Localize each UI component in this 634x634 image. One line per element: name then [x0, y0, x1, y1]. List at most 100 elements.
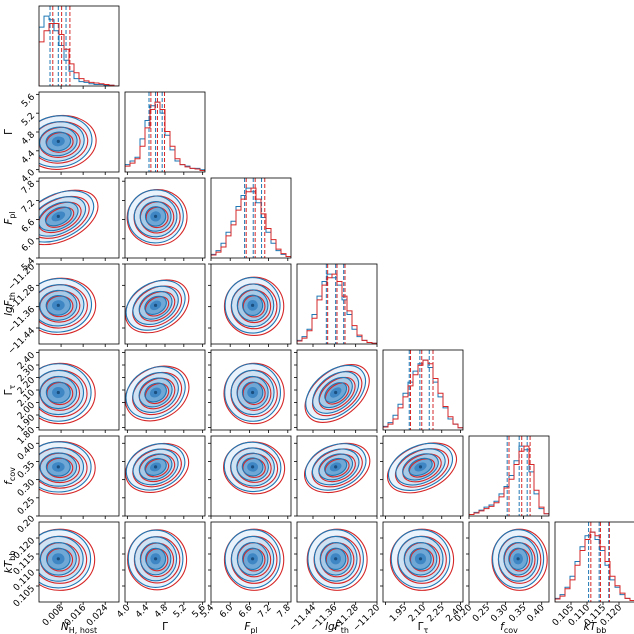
ytick-label-gam: 4.8 — [20, 130, 37, 147]
xtick-label-gt: 1.95 — [388, 603, 409, 624]
xlabel-lgf: lgFth — [325, 621, 349, 634]
contour-blue-kt-fc-2 — [503, 542, 533, 576]
contour-blue-lgf-gam-1 — [132, 285, 179, 326]
ytick-label-fc: 0.30 — [16, 477, 37, 498]
contour-blue-kt-fc-1 — [497, 535, 539, 582]
contour-blue-gam-nh-3 — [45, 131, 72, 152]
contour-blue-kt-lgf-0 — [307, 529, 364, 589]
contour-red-fpl-nh-1 — [39, 195, 90, 239]
frame-kt-fc — [468, 521, 550, 603]
xtick-label-fc: 0.35 — [507, 603, 528, 624]
peak-kt-fc — [516, 557, 520, 561]
panel-kt-vs-fc: 0.200.250.300.350.40 — [453, 521, 550, 624]
frame-fc-nh — [38, 435, 120, 517]
contour-blue-gt-nh-2 — [39, 375, 78, 410]
xtick-label-gam: 5.2 — [172, 603, 189, 620]
panel-fc-vs-fc — [468, 435, 550, 519]
panel-fc-vs-fpl — [208, 435, 292, 519]
ytick-label-fc: 0.20 — [16, 514, 37, 535]
hist-red-nh — [39, 22, 119, 86]
xtick-label-fpl: 7.8 — [276, 603, 293, 620]
contour-blue-fc-fpl-0 — [223, 441, 282, 493]
ytick-label-fpl: 7.2 — [20, 198, 37, 215]
peak-fc-lgf — [334, 465, 338, 469]
peak-fc-gam — [153, 465, 158, 469]
peak-kt-gt — [418, 557, 423, 561]
frame-lgf-nh — [38, 263, 120, 345]
frame-lgf-fpl — [210, 263, 292, 345]
contour-blue-lgf-gam-0 — [125, 279, 186, 331]
hist-red-fpl — [211, 187, 291, 258]
contour-blue-fc-nh-1 — [39, 447, 85, 487]
contour-blue-lgf-nh-0 — [39, 277, 93, 333]
xtick-label-gam: 4.4 — [134, 603, 151, 620]
contour-red-gt-lgf-2 — [318, 376, 356, 411]
contour-blue-kt-gt-3 — [409, 547, 432, 570]
ylabel-fc: fcov — [3, 467, 17, 485]
contour-blue-gt-fpl-3 — [241, 381, 264, 404]
frame-fc-fc — [468, 435, 550, 517]
contour-blue-fc-gt-3 — [408, 457, 433, 477]
panel-fpl-vs-gam — [122, 177, 206, 261]
ylabel-gt: Γτ — [3, 384, 17, 395]
xtick-label-fpl: 6.6 — [237, 603, 254, 620]
contour-blue-kt-lgf-2 — [319, 542, 352, 576]
contour-blue-kt-fpl-1 — [230, 535, 275, 582]
contour-blue-kt-gt-0 — [390, 529, 451, 589]
peak-kt-nh — [56, 557, 60, 561]
contour-red-fc-gt-2 — [402, 453, 442, 483]
panel-fc-vs-gt — [380, 435, 464, 519]
peak-lgf-gam — [153, 303, 158, 307]
xtick-label-gam: 4.8 — [153, 603, 170, 620]
xtick-label-nh: 0.024 — [85, 603, 110, 628]
xtick-label-gt: 2.25 — [426, 603, 447, 624]
contour-red-gt-gam-2 — [138, 377, 176, 410]
ytick-label-fc: 0.40 — [16, 441, 37, 462]
contour-blue-gt-fpl-2 — [236, 375, 269, 410]
contour-red-fc-lgf-1 — [311, 448, 363, 488]
contour-blue-kt-gt-1 — [397, 535, 444, 582]
contour-blue-fpl-gam-2 — [139, 201, 172, 232]
contour-blue-gt-fpl-0 — [224, 363, 282, 422]
peak-fpl-nh — [56, 214, 60, 218]
contour-blue-fpl-nh-3 — [44, 206, 72, 227]
contour-blue-gam-nh-0 — [39, 115, 93, 168]
contour-red-gt-lgf-1 — [311, 370, 363, 417]
contour-red-fc-gt-1 — [394, 448, 450, 488]
contour-blue-gt-gam-2 — [138, 377, 173, 408]
frame-fc-lgf — [296, 435, 378, 517]
panel-kt-vs-gam: 4.0 4.4 4.8 5.2 5.6 — [115, 521, 208, 620]
contour-blue-gt-lgf-0 — [305, 364, 367, 421]
panel-gt-vs-fpl — [208, 349, 292, 433]
frame-kt-nh — [38, 521, 120, 603]
contour-blue-gam-nh-1 — [39, 121, 85, 162]
panel-fpl-vs-fpl — [210, 177, 292, 261]
contour-red-gt-gam-1 — [132, 371, 183, 416]
frame-kt-fpl — [210, 521, 292, 603]
panel-gt-vs-nh: 1.801.902.002.102.202.302.40 — [16, 349, 120, 447]
peak-fc-fpl — [251, 465, 255, 469]
panel-kt-vs-lgf: −11.44−11.36−11.28−11.20 — [287, 521, 382, 634]
contour-blue-kt-nh-0 — [39, 529, 92, 589]
ytick-label-fc: 0.35 — [16, 460, 37, 481]
contour-blue-kt-lgf-3 — [324, 547, 347, 570]
ytick-label-fpl: 6.6 — [20, 217, 37, 234]
peak-fpl-gam — [153, 214, 158, 218]
panel-fc-vs-lgf — [294, 435, 378, 519]
contour-blue-lgf-gam-3 — [144, 295, 167, 315]
contour-blue-fc-nh-3 — [45, 457, 71, 477]
hist-red-fc — [469, 445, 549, 516]
panel-lgf-vs-nh: −11.44−11.36−11.28−11.20 — [6, 262, 120, 357]
xtick-label-fc: 0.40 — [526, 603, 547, 624]
contour-blue-fc-gt-2 — [402, 453, 439, 481]
ylabel-lgf: lgFth — [3, 292, 17, 316]
contour-blue-fc-gt-1 — [395, 448, 446, 486]
contour-red-gt-lgf-3 — [324, 382, 350, 405]
panel-gt-vs-gt — [382, 349, 464, 433]
frame-kt-kt — [554, 521, 634, 603]
contour-blue-kt-gam-3 — [145, 547, 167, 570]
contour-blue-gt-fpl-1 — [230, 369, 275, 416]
panel-gt-vs-gam — [122, 349, 206, 433]
